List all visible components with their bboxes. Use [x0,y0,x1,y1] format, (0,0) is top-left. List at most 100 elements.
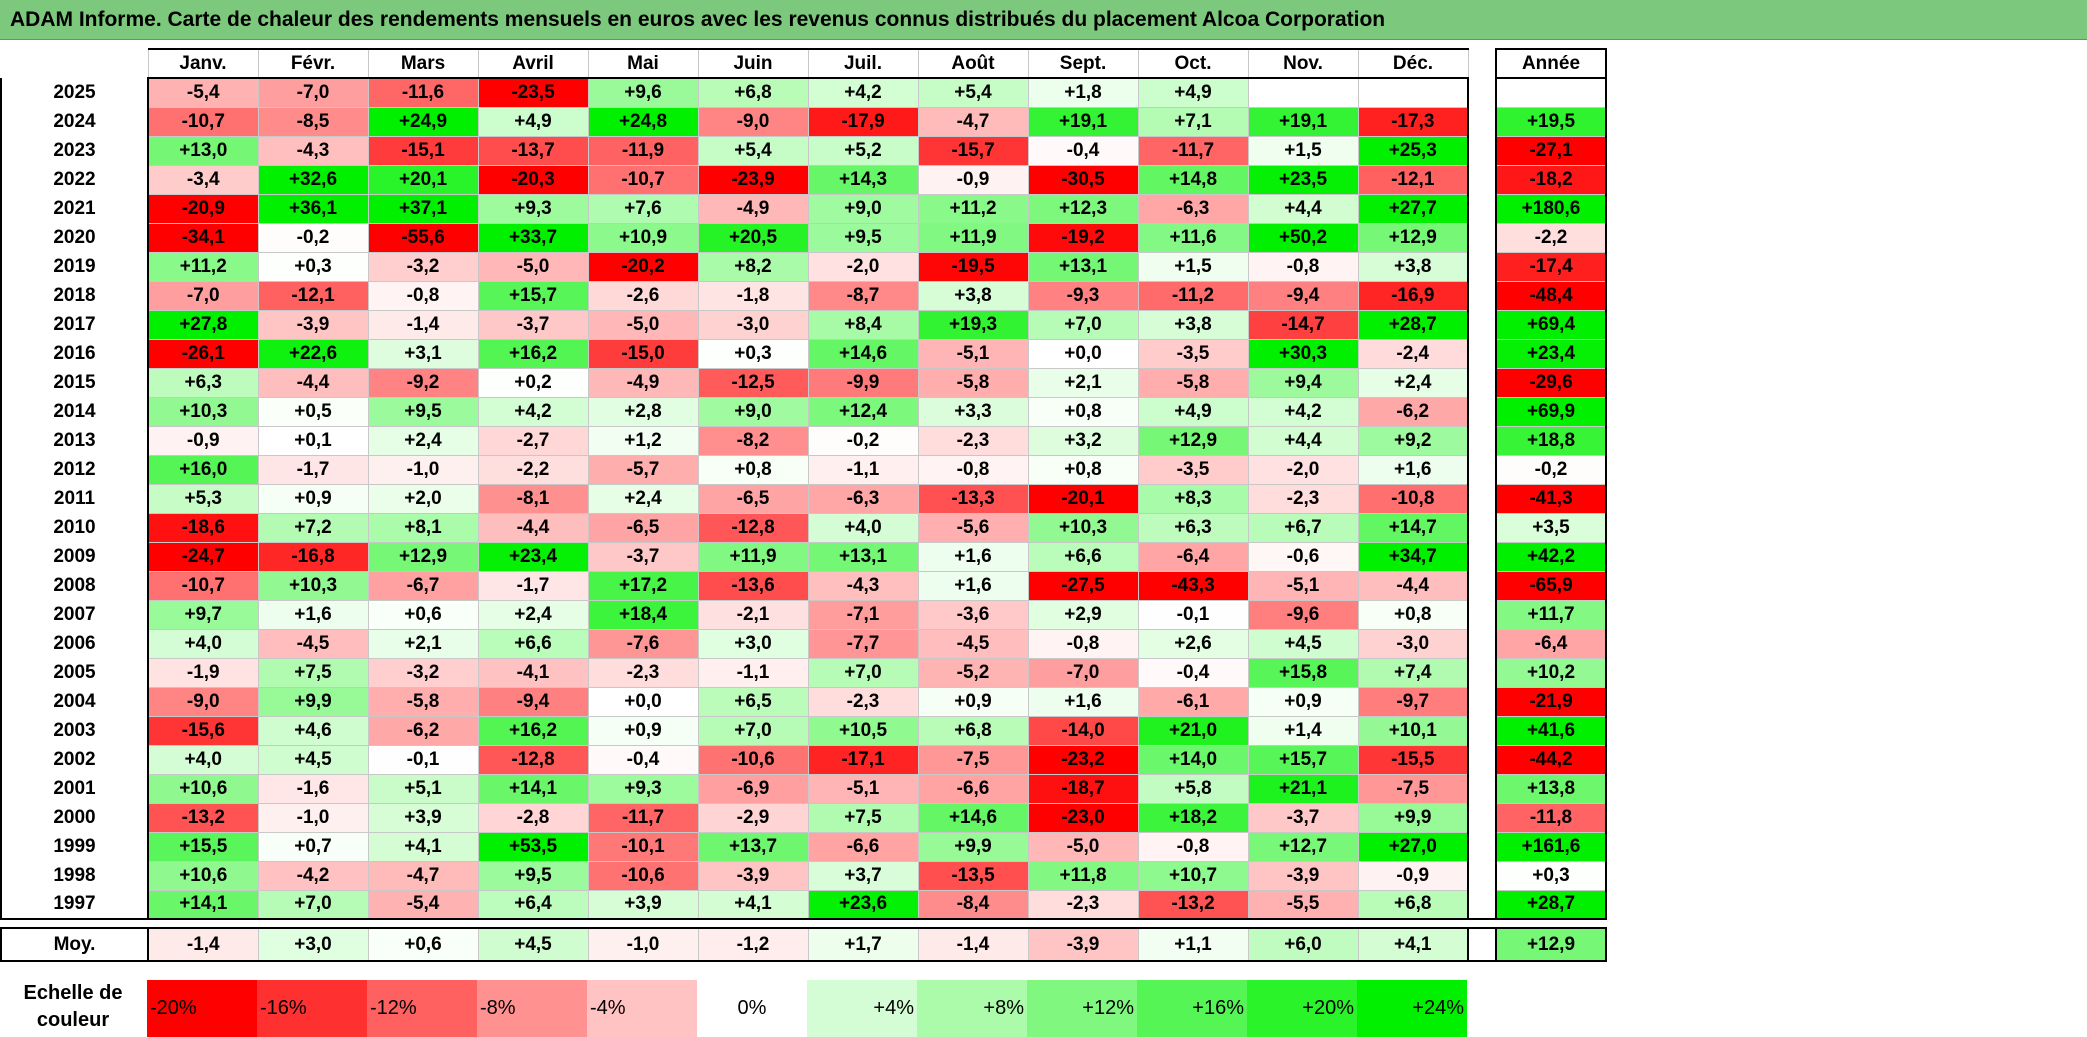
heatmap-cell: -6,4 [1137,541,1249,572]
heatmap-cell: +11,2 [147,251,259,282]
annual-cell: +69,4 [1495,309,1607,340]
heatmap-cell: -7,0 [257,77,369,108]
column-gap [1468,49,1496,78]
column-gap [1468,600,1496,629]
row-spacer [918,919,1028,928]
heatmap-cell: -2,6 [587,280,699,311]
year-label: 2000 [0,803,149,832]
heatmap-cell: +14,1 [477,773,589,804]
heatmap-cell: +2,4 [477,599,589,630]
row-spacer [588,919,698,928]
year-label: 2002 [0,745,149,774]
heatmap-cell: -8,5 [257,106,369,137]
column-gap [1468,774,1496,803]
heatmap-cell: -24,7 [147,541,259,572]
heatmap-cell: -8,7 [807,280,919,311]
heatmap-cell: +7,0 [1027,309,1139,340]
heatmap-cell: -13,2 [1137,889,1249,920]
heatmap-cell: -6,7 [367,570,479,601]
heatmap-cell: +14,6 [807,338,919,369]
heatmap-cell: +12,9 [1137,425,1249,456]
column-gap [1468,339,1496,368]
table-row: 2023 +13,0 -4,3 -15,1 -13,7 -11,9 +5,4 +5,2 -15,… [0,135,1607,166]
year-label: 2001 [0,774,149,803]
heatmap-cell: -10,6 [697,744,809,775]
heatmap-cell: -9,4 [477,686,589,717]
heatmap-cell: +0,0 [587,686,699,717]
heatmap-cell: +7,0 [257,889,369,920]
heatmap-cell: +4,4 [1247,425,1359,456]
year-label: 2024 [0,107,149,136]
average-cell: -1,2 [697,927,809,962]
annual-cell: +41,6 [1495,715,1607,746]
heatmap-cell: +13,1 [807,541,919,572]
heatmap-cell: -9,7 [1357,686,1469,717]
heatmap-table: Janv. Févr. Mars Avril Mai Juin Juil. Août Sept.… [0,48,1607,962]
heatmap-cell: -3,5 [1137,454,1249,485]
heatmap-cell: +10,6 [147,860,259,891]
chart-title: ADAM Informe. Carte de chaleur des rende… [0,0,2087,40]
heatmap-cell: -10,6 [587,860,699,891]
column-gap [1468,542,1496,571]
heatmap-cell: +10,6 [147,773,259,804]
heatmap-cell: +9,7 [147,599,259,630]
heatmap-cell: -5,0 [587,309,699,340]
heatmap-cell: +4,2 [1247,396,1359,427]
heatmap-cell: -15,7 [917,135,1029,166]
heatmap-cell: -6,6 [807,831,919,862]
heatmap-cell: -12,5 [697,367,809,398]
heatmap-cell: -0,8 [917,454,1029,485]
annual-cell [1495,77,1607,108]
heatmap-cell: +5,4 [917,77,1029,108]
annual-cell: -17,4 [1495,251,1607,282]
heatmap-cell: -0,9 [147,425,259,456]
table-row: 2010 -18,6 +7,2 +8,1 -4,4 -6,5 -12,8 +4,0 -5,6 +1… [0,512,1607,543]
heatmap-cell: +3,8 [917,280,1029,311]
table-row: 2009 -24,7 -16,8 +12,9 +23,4 -3,7 +11,9 +13,1 +1… [0,541,1607,572]
heatmap-cell: +14,8 [1137,164,1249,195]
table-row: 2007 +9,7 +1,6 +0,6 +2,4 +18,4 -2,1 -7,1 -3,6 +2,… [0,599,1607,630]
column-gap [1468,687,1496,716]
heatmap-cell: -5,5 [1247,889,1359,920]
table-row: 1998 +10,6 -4,2 -4,7 +9,5 -10,6 -3,9 +3,7 -13,5 +… [0,860,1607,891]
heatmap-cell: -16,8 [257,541,369,572]
heatmap-cell: -1,1 [807,454,919,485]
heatmap-cell: -5,8 [367,686,479,717]
month-header: Juin [697,48,809,79]
heatmap-cell: -0,4 [1027,135,1139,166]
heatmap-cell: +3,9 [367,802,479,833]
annual-cell: +18,8 [1495,425,1607,456]
heatmap-cell: -5,4 [147,77,259,108]
heatmap-cell: +30,3 [1247,338,1359,369]
heatmap-cell: +22,6 [257,338,369,369]
heatmap-cell: +11,8 [1027,860,1139,891]
annual-cell: -44,2 [1495,744,1607,775]
year-label: 2009 [0,542,149,571]
heatmap-cell: -2,3 [917,425,1029,456]
heatmap-cell: +19,1 [1247,106,1359,137]
row-spacer [1138,919,1248,928]
heatmap-cell: +7,4 [1357,657,1469,688]
heatmap-cell: -5,1 [807,773,919,804]
heatmap-cell: +13,0 [147,135,259,166]
heatmap-cell: +16,2 [477,338,589,369]
heatmap-cell: -0,1 [367,744,479,775]
heatmap-cell: -12,1 [1357,164,1469,195]
heatmap-cell: -13,7 [477,135,589,166]
heatmap-cell: -5,1 [917,338,1029,369]
heatmap-cell: +4,9 [477,106,589,137]
column-gap [1468,136,1496,165]
heatmap-cell: +4,0 [807,512,919,543]
heatmap-cell [1357,77,1469,108]
average-cell: -3,9 [1027,927,1139,962]
heatmap-cell: +15,7 [1247,744,1359,775]
color-scale-swatch: -8% [477,980,587,1037]
heatmap-cell: -5,2 [917,657,1029,688]
heatmap-cell: -11,7 [1137,135,1249,166]
heatmap-cell: +0,9 [917,686,1029,717]
heatmap-cell: +9,3 [477,193,589,224]
heatmap-cell: +11,9 [917,222,1029,253]
heatmap-cell: -34,1 [147,222,259,253]
heatmap-cell: +12,7 [1247,831,1359,862]
heatmap-cell: -8,4 [917,889,1029,920]
